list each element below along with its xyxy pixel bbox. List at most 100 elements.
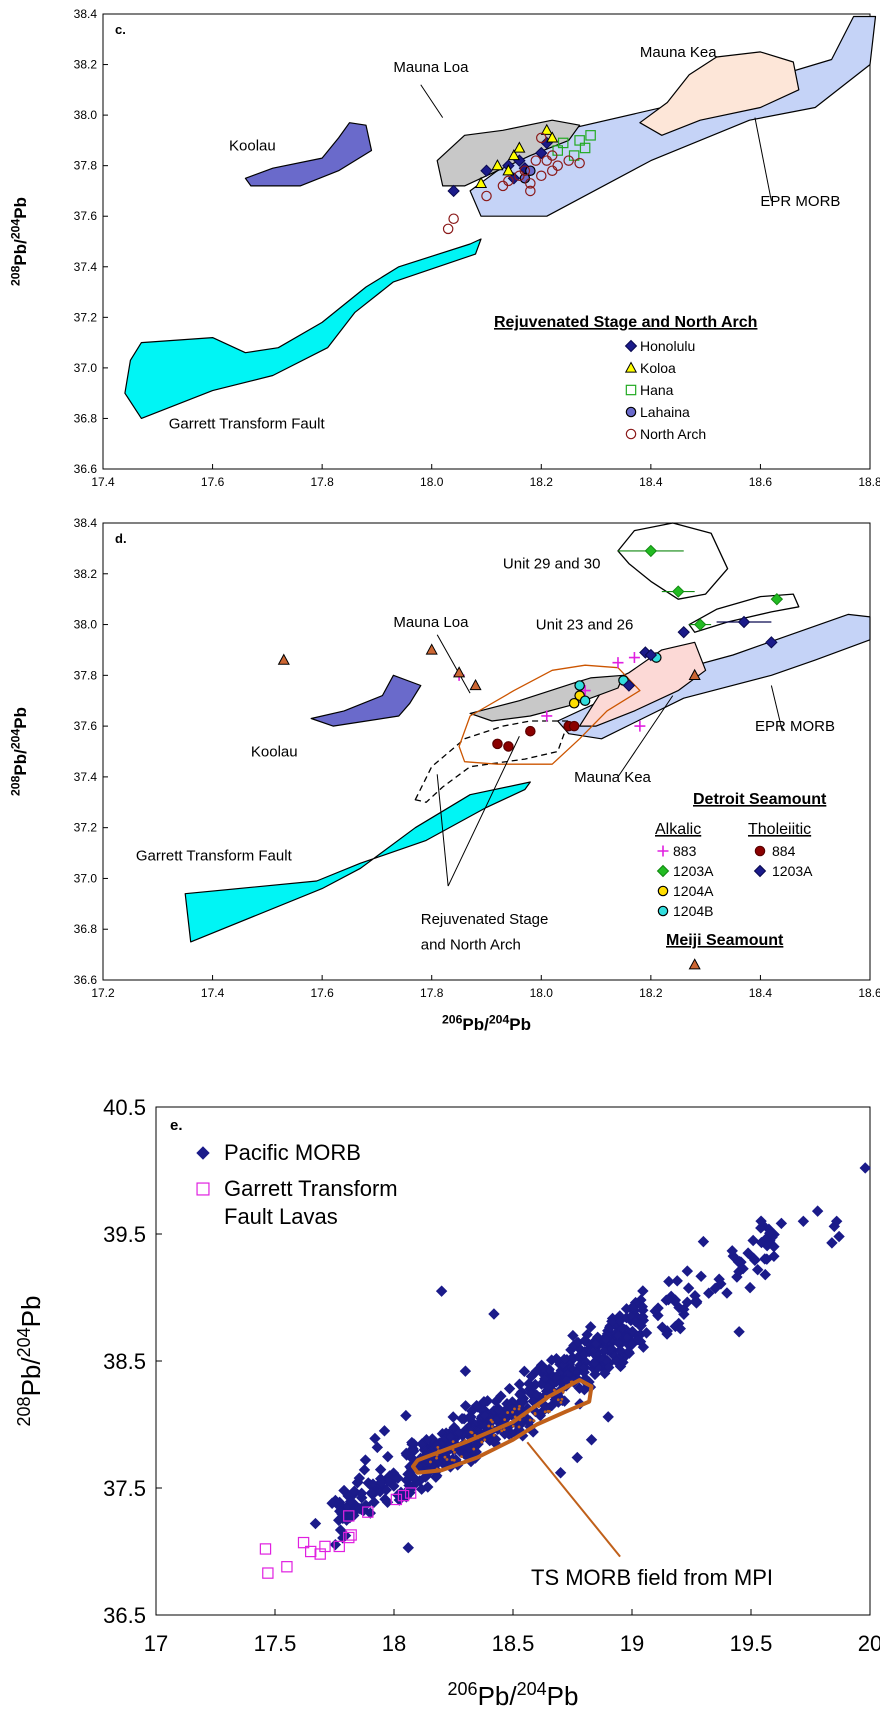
axis-label-part: Pb/ [11, 749, 30, 776]
field-label: Garrett Transform Fault [169, 416, 326, 433]
morb-data-point [640, 1327, 653, 1339]
garrett-data-point [262, 1567, 274, 1579]
morb-data-point [338, 1484, 350, 1497]
field-mauna-loa [436, 119, 581, 187]
y-axis-label: 208Pb/204Pb [9, 197, 30, 286]
x-tick-label: 18.4 [639, 475, 663, 489]
morb-data-point [749, 1254, 761, 1266]
data-point-meiji [453, 666, 466, 678]
morb-data-point [514, 1388, 526, 1400]
ts-morb-field-dot [460, 1455, 463, 1459]
x-tick-label: 17.6 [310, 986, 334, 1000]
data-point-1203a [737, 615, 751, 629]
morb-data-point [459, 1365, 472, 1377]
morb-data-point [470, 1399, 483, 1412]
ts-morb-field-dot [556, 1398, 560, 1402]
morb-data-point [348, 1485, 361, 1497]
data-point-meiji [469, 678, 482, 691]
morb-data-point [721, 1287, 733, 1299]
morb-data-point [326, 1497, 338, 1509]
morb-data-point [768, 1250, 780, 1262]
data-point-koloa [491, 159, 504, 171]
field-label: Unit 23 and 26 [536, 617, 634, 634]
legend-label: 883 [673, 843, 697, 859]
data-point-1203a [622, 679, 636, 692]
morb-data-point [797, 1215, 810, 1228]
data-point-north-arch [574, 157, 585, 169]
data-point-hana [557, 137, 569, 149]
data-point-north-arch [536, 170, 547, 182]
data-point-honolulu [447, 184, 460, 198]
morb-data-point [447, 1411, 459, 1423]
ts-morb-field-dot [435, 1453, 439, 1457]
morb-data-point [408, 1472, 420, 1484]
morb-data-point [733, 1265, 745, 1278]
outline-rejuvenated-stage-and-north-arch [414, 720, 570, 803]
data-point-883 [541, 710, 553, 722]
morb-data-point [444, 1430, 457, 1443]
y-tick-label: 37.0 [74, 361, 98, 375]
garrett-data-point [404, 1487, 417, 1499]
data-point-1203a [770, 592, 784, 606]
ts-morb-field-dot [561, 1390, 565, 1394]
morb-data-point [344, 1512, 356, 1524]
morb-data-point [681, 1296, 693, 1308]
morb-data-point [423, 1457, 435, 1469]
morb-data-point [351, 1476, 364, 1489]
morb-data-point [478, 1409, 491, 1422]
morb-data-point [415, 1483, 428, 1495]
axis-label-part: Pb [509, 1015, 531, 1034]
ts-morb-field-dot [435, 1456, 438, 1460]
data-point-meiji [277, 653, 290, 665]
ts-morb-field-dot [532, 1419, 536, 1423]
outline-detroit-alkalic-field [458, 664, 641, 765]
y-axis-label: 208Pb/204Pb [9, 707, 30, 796]
y-tick-label: 39.5 [103, 1222, 146, 1247]
morb-data-point [663, 1275, 675, 1288]
morb-data-point [859, 1162, 871, 1174]
morb-data-point [382, 1450, 394, 1463]
y-tick-label: 38.0 [74, 108, 98, 122]
morb-data-point [671, 1275, 683, 1287]
y-tick-label: 38.2 [74, 58, 98, 72]
morb-data-point [637, 1341, 650, 1353]
morb-data-point [392, 1472, 404, 1484]
morb-data-point [768, 1240, 780, 1253]
ts-morb-field-dot [435, 1467, 439, 1471]
morb-data-point [369, 1432, 381, 1445]
morb-data-point [755, 1222, 767, 1234]
x-tick-label: 18.2 [530, 475, 554, 489]
data-point-884 [525, 725, 536, 737]
morb-data-point [811, 1205, 824, 1217]
data-point-north-arch [448, 213, 459, 225]
y-tick-label: 38.2 [74, 567, 98, 581]
x-tick-label: 18.5 [492, 1631, 535, 1656]
y-tick-label: 38.5 [103, 1349, 146, 1374]
x-tick-label: 19 [620, 1631, 644, 1656]
ts-morb-field-dot [451, 1440, 455, 1444]
data-point-north-arch [563, 155, 574, 166]
axis-label-part: Pb/ [16, 1357, 46, 1397]
x-tick-label: 17.4 [201, 986, 225, 1000]
legend-marker-tholeiitic [753, 864, 767, 878]
morb-data-point [637, 1285, 649, 1297]
x-tick-label: 18.0 [420, 475, 444, 489]
ts-morb-field-dot [543, 1410, 547, 1414]
panel-letter: e. [170, 1117, 183, 1134]
ts-morb-field-dot [451, 1448, 455, 1452]
ts-morb-field-dot [453, 1450, 456, 1454]
morb-data-point [380, 1484, 392, 1496]
legend-column-tholeiitic: Tholeiitic [748, 821, 811, 838]
plot-frame [155, 1106, 871, 1616]
x-tick-label: 18.0 [530, 986, 554, 1000]
x-tick-label: 18 [382, 1631, 406, 1656]
ts-morb-field-dot [469, 1430, 473, 1434]
y-tick-label: 37.4 [74, 260, 98, 274]
ts-morb-field-dot [513, 1415, 517, 1419]
axis-label-part: 206 [448, 1679, 478, 1699]
morb-data-point [495, 1390, 507, 1402]
y-tick-label: 38.0 [74, 618, 98, 632]
morb-data-point [662, 1293, 675, 1306]
morb-data-point [682, 1282, 695, 1294]
